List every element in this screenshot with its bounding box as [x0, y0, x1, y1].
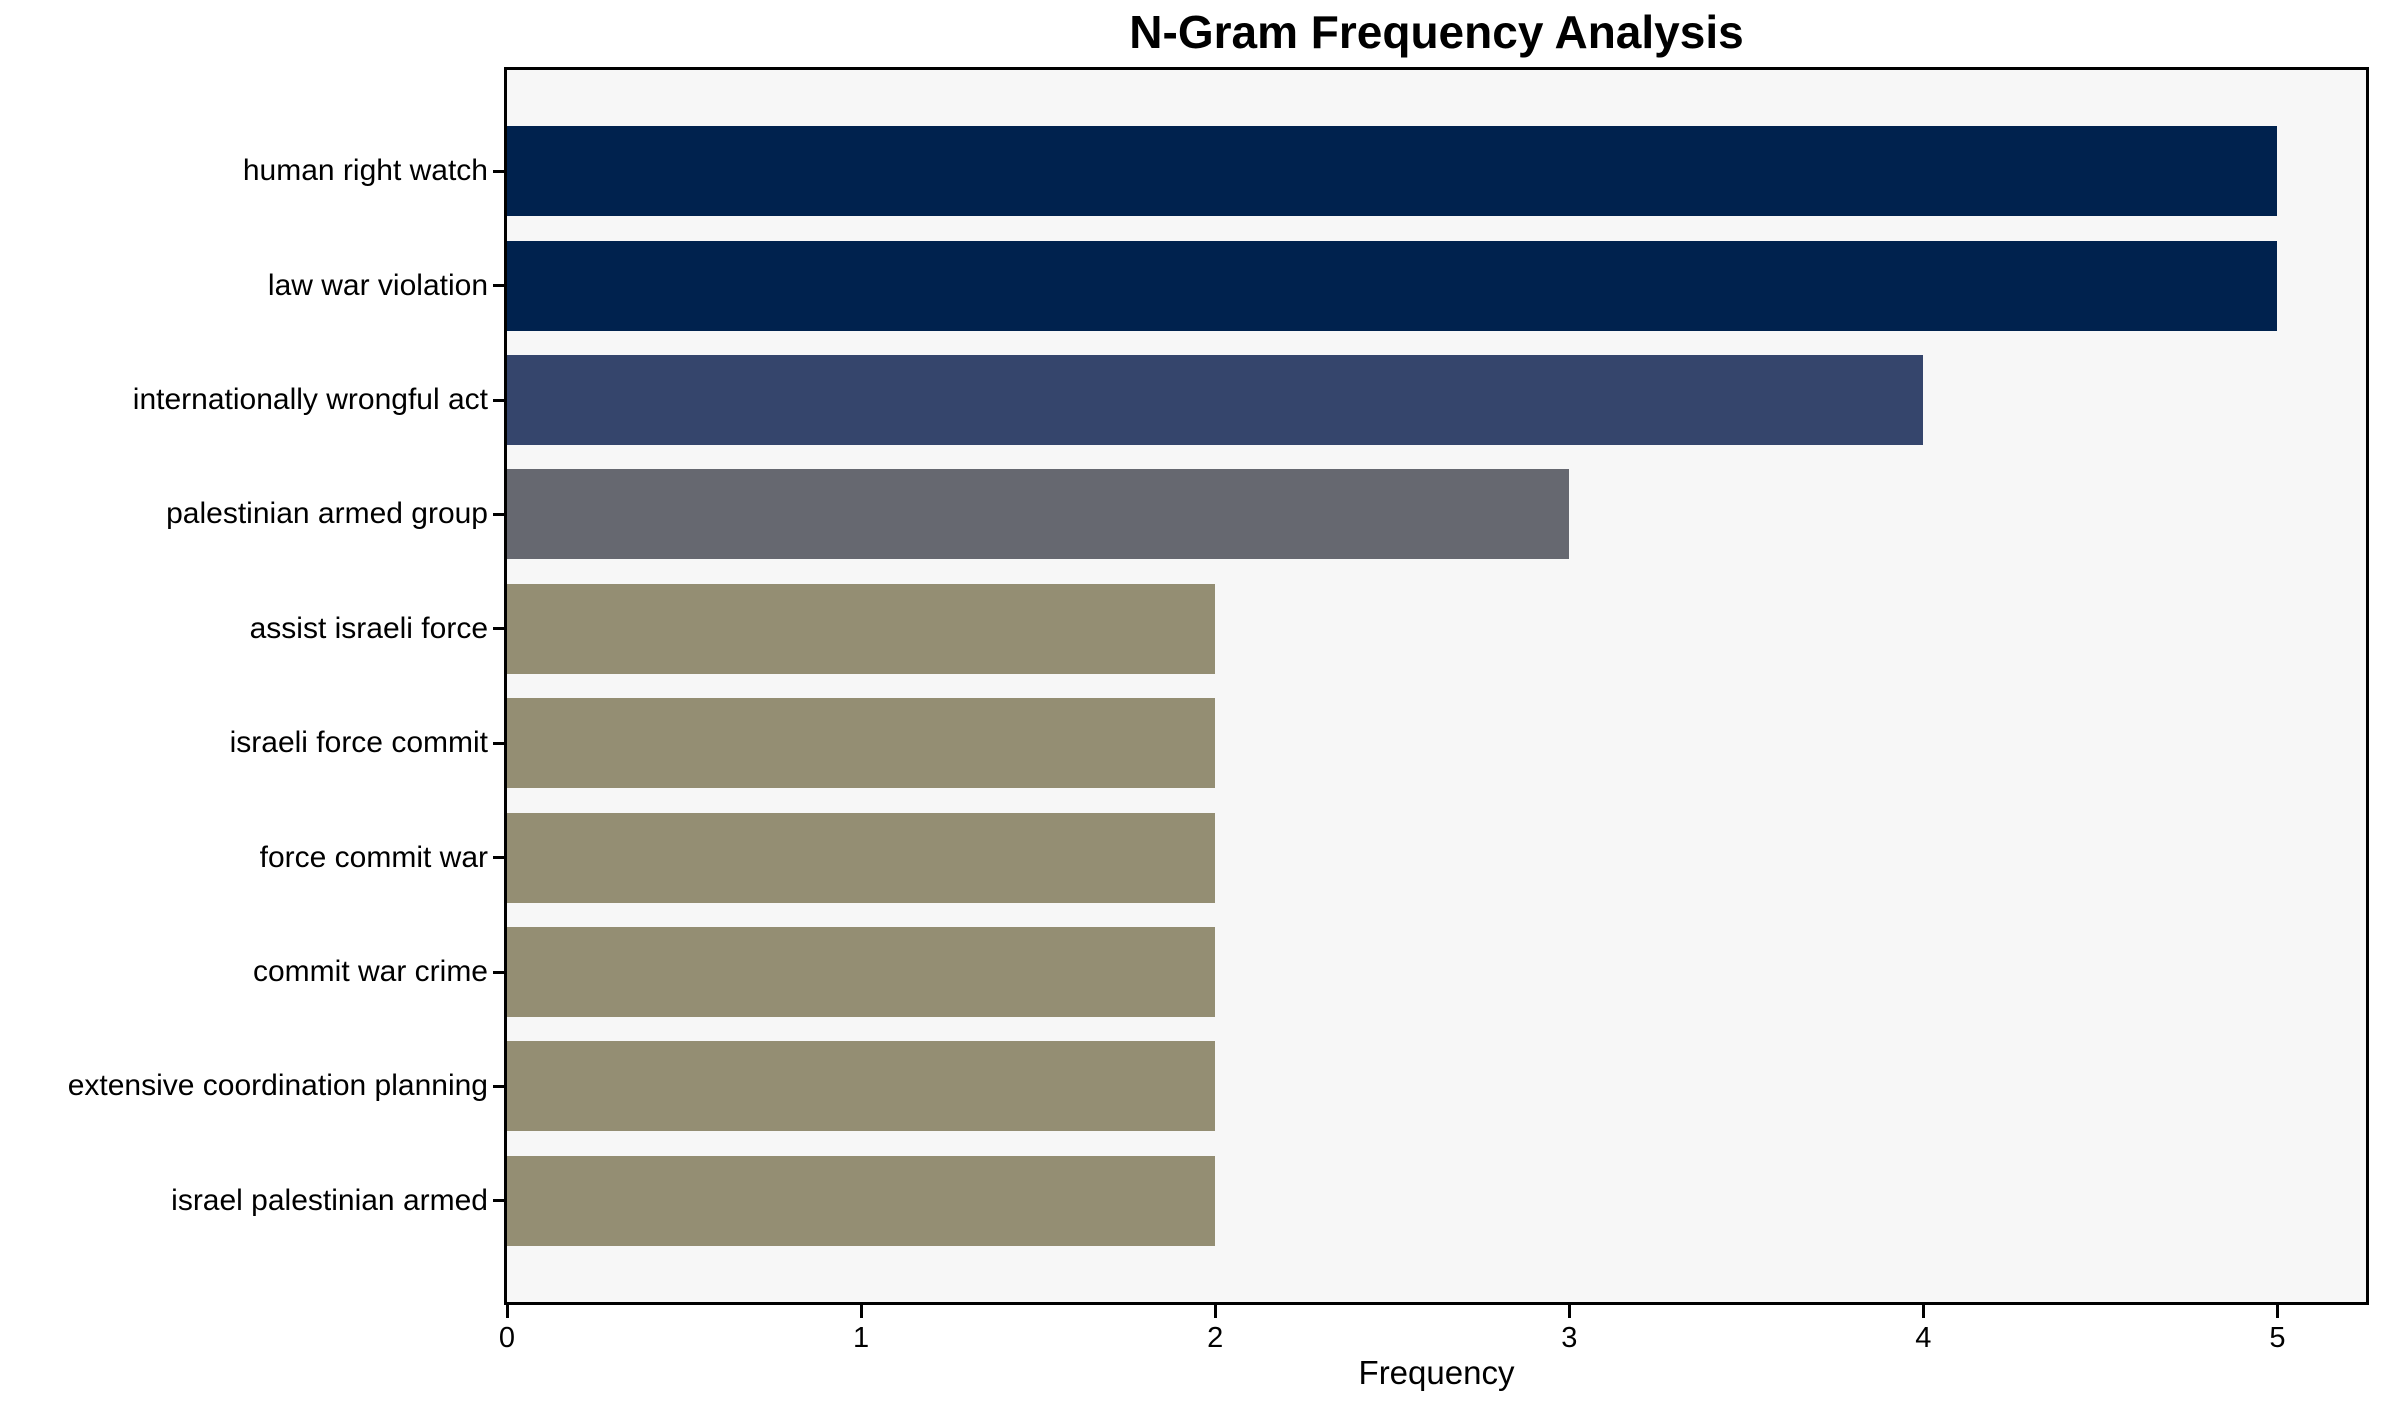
- y-tick-mark: [493, 398, 507, 402]
- x-tick-mark: [505, 1305, 509, 1318]
- y-tick-mark: [493, 856, 507, 860]
- y-tick-mark: [493, 1199, 507, 1203]
- x-tick-mark: [2275, 1305, 2279, 1318]
- y-tick-label: commit war crime: [252, 955, 488, 988]
- y-tick-label: israeli force commit: [229, 726, 488, 760]
- y-tick-label: internationally wrongful act: [132, 383, 488, 416]
- bar-human-right-watch: [507, 126, 2278, 217]
- x-tick-mark: [1921, 1305, 1925, 1318]
- bar-assist-israeli-force: [507, 583, 1216, 674]
- bar-internationally-wrongful-act: [507, 355, 1924, 445]
- bar-israeli-force-commit: [507, 698, 1216, 789]
- bar-commit-war-crime: [507, 927, 1216, 1017]
- bar-palestinian-armed-group: [507, 469, 1570, 560]
- bar-law-war-violation: [507, 240, 2278, 331]
- y-tick-mark: [493, 512, 507, 516]
- bar-extensive-coordination-planning: [507, 1041, 1216, 1132]
- chart-title: N-Gram Frequency Analysis: [1129, 6, 1744, 58]
- y-tick-label: law war violation: [267, 268, 488, 302]
- y-tick-mark: [493, 970, 507, 974]
- y-tick-label: human right watch: [242, 154, 488, 188]
- x-tick-label: 0: [498, 1322, 516, 1354]
- x-tick-mark: [859, 1305, 863, 1318]
- y-tick-label: assist israeli force: [249, 611, 488, 645]
- y-tick-label: israel palestinian armed: [171, 1183, 488, 1217]
- bar-israel-palestinian-armed: [507, 1155, 1216, 1246]
- x-tick-label: 2: [1207, 1322, 1224, 1354]
- y-tick-mark: [493, 284, 507, 288]
- x-tick-label: 3: [1561, 1322, 1578, 1354]
- x-tick-mark: [1213, 1305, 1217, 1318]
- y-tick-label: palestinian armed group: [166, 497, 488, 531]
- y-tick-mark: [493, 169, 507, 173]
- y-tick-mark: [493, 1084, 507, 1088]
- y-tick-mark: [493, 741, 507, 745]
- bar-force-commit-war: [507, 812, 1216, 903]
- y-tick-label: extensive coordination planning: [67, 1069, 488, 1103]
- x-tick-mark: [1567, 1305, 1571, 1318]
- x-tick-label: 4: [1915, 1322, 1932, 1354]
- x-tick-label: 1: [853, 1322, 870, 1354]
- x-axis-label: Frequency: [1358, 1354, 1515, 1391]
- x-tick-label: 5: [2269, 1322, 2286, 1354]
- y-tick-mark: [493, 627, 507, 631]
- y-tick-label: force commit war: [259, 840, 488, 874]
